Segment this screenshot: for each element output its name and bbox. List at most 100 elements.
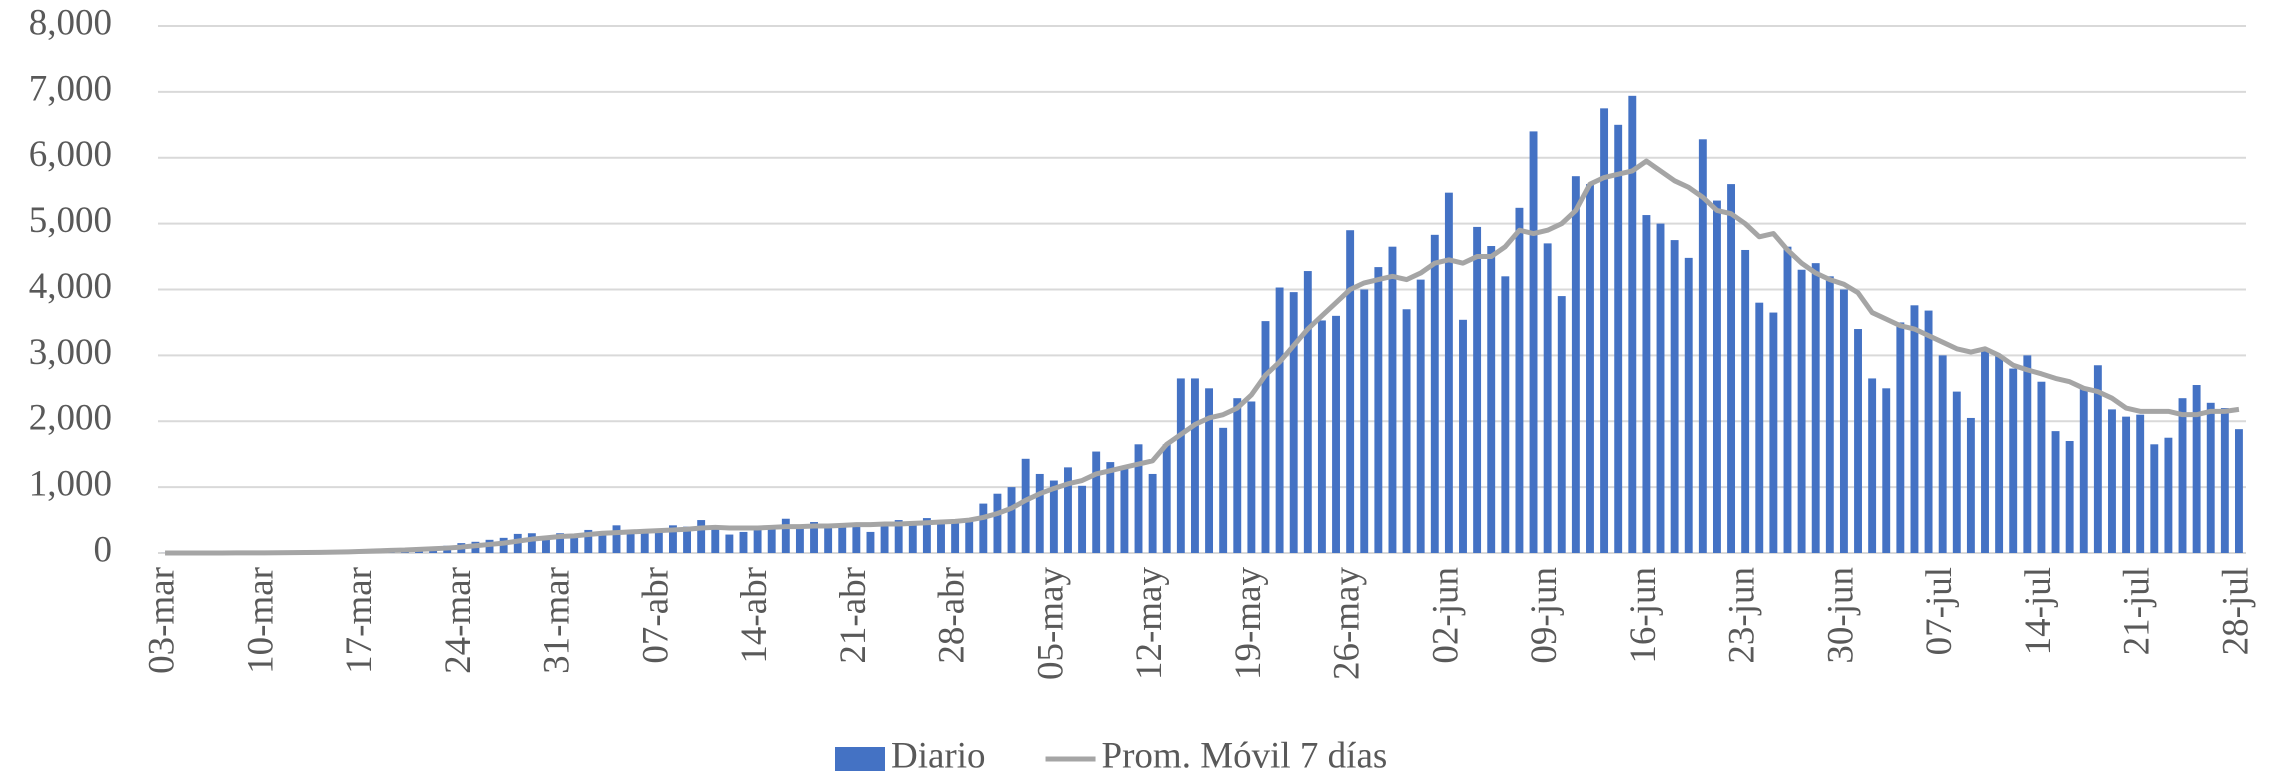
- x-tick-label: 03-mar: [142, 567, 183, 674]
- bar: [880, 524, 889, 553]
- bar: [1910, 305, 1919, 553]
- bar: [824, 527, 833, 553]
- bar: [1092, 451, 1101, 553]
- bar: [894, 520, 903, 553]
- bar: [1938, 355, 1947, 553]
- bar: [1007, 487, 1016, 553]
- bar: [838, 525, 847, 553]
- bar: [2023, 355, 2032, 553]
- y-tick-label: 3,000: [29, 332, 112, 373]
- bar: [1741, 249, 1750, 553]
- bar: [767, 526, 776, 553]
- x-tick-label: 23-jun: [1722, 567, 1763, 664]
- bar: [1106, 462, 1115, 553]
- bar: [1586, 184, 1594, 553]
- bar: [1402, 309, 1411, 553]
- bar: [1134, 444, 1143, 553]
- bar: [640, 533, 649, 553]
- bar: [1303, 271, 1312, 553]
- bar: [598, 531, 607, 553]
- bar: [2136, 414, 2145, 553]
- bar: [1233, 398, 1242, 553]
- bar: [2065, 441, 2074, 553]
- x-tick-label: 02-jun: [1425, 567, 1466, 664]
- bar: [683, 526, 692, 553]
- x-tick-label: 21-abr: [833, 567, 874, 664]
- bar: [1614, 124, 1623, 553]
- bar: [711, 527, 720, 553]
- bar: [2192, 385, 2201, 553]
- bar: [2220, 408, 2229, 553]
- bar: [1247, 401, 1256, 553]
- bar: [1896, 322, 1905, 553]
- bar: [1430, 234, 1439, 554]
- legend-label: Prom. Móvil 7 días: [1102, 735, 1388, 776]
- bar: [937, 523, 945, 553]
- bar: [626, 530, 635, 553]
- bar: [1120, 467, 1129, 553]
- x-tick-label: 21-jul: [2117, 567, 2158, 655]
- x-tick-label: 17-mar: [339, 567, 380, 674]
- y-tick-label: 4,000: [29, 266, 112, 307]
- bar: [2009, 368, 2018, 553]
- bar: [1543, 243, 1552, 553]
- legend-label: Diario: [891, 735, 986, 776]
- bar: [2093, 365, 2102, 553]
- bar: [1021, 458, 1030, 553]
- bar: [1727, 184, 1736, 553]
- bar: [570, 534, 579, 553]
- bar: [1600, 108, 1609, 553]
- bar: [2108, 409, 2116, 553]
- bar: [1064, 467, 1072, 553]
- bar: [1557, 296, 1566, 553]
- bar: [965, 518, 974, 553]
- bar: [1825, 276, 1834, 553]
- bar: [1712, 200, 1721, 553]
- x-tick-label: 19-may: [1228, 567, 1269, 681]
- bar: [1346, 230, 1355, 553]
- bar: [1205, 388, 1214, 553]
- bar: [668, 525, 677, 553]
- bar: [2122, 416, 2131, 553]
- bar: [1684, 257, 1693, 553]
- x-tick-label: 07-abr: [635, 567, 676, 664]
- bar: [527, 533, 536, 553]
- y-tick-label: 1,000: [29, 464, 112, 505]
- x-tick-label: 12-may: [1129, 567, 1170, 681]
- bar: [1995, 355, 2004, 553]
- x-tick-label: 14-abr: [734, 567, 775, 664]
- x-tick-label: 28-jul: [2215, 567, 2256, 655]
- bar: [2037, 381, 2046, 553]
- y-tick-label: 6,000: [29, 134, 112, 175]
- bar: [1219, 427, 1228, 553]
- x-tick-label: 30-jun: [1820, 567, 1861, 664]
- x-tick-label: 28-abr: [932, 567, 973, 664]
- bar: [2164, 437, 2173, 553]
- bar: [1769, 312, 1778, 553]
- bar: [1473, 226, 1482, 553]
- bar: [1374, 267, 1383, 553]
- bar: [1924, 310, 1933, 553]
- bar: [1261, 321, 1270, 553]
- bar: [612, 525, 621, 553]
- bar: [1642, 215, 1651, 553]
- x-tick-label: 16-jun: [1623, 567, 1664, 664]
- bar: [1628, 95, 1637, 553]
- bar: [781, 518, 790, 553]
- bar: [2150, 444, 2159, 553]
- bar: [1882, 388, 1891, 553]
- bar: [1501, 276, 1510, 553]
- x-tick-label: 24-mar: [438, 567, 479, 674]
- bar: [1078, 485, 1087, 553]
- bar: [556, 533, 565, 553]
- y-tick-label: 8,000: [29, 2, 112, 43]
- bar: [725, 534, 734, 553]
- bar: [1670, 240, 1679, 553]
- bar: [1049, 480, 1058, 553]
- bar: [1755, 302, 1764, 553]
- bar: [1459, 319, 1467, 553]
- x-tick-label: 09-jun: [1524, 567, 1565, 664]
- bar: [951, 521, 960, 553]
- bar: [866, 531, 875, 553]
